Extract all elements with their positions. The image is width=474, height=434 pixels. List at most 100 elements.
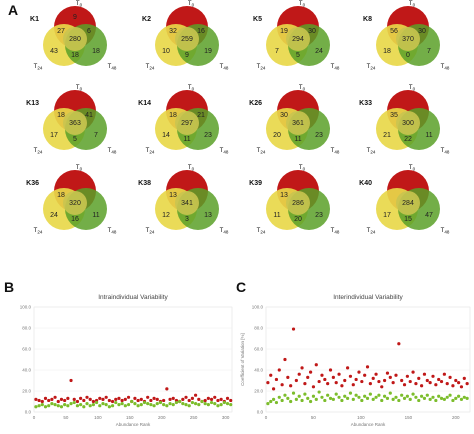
data-point: [434, 383, 438, 387]
data-point: [311, 394, 316, 398]
data-point: [34, 405, 38, 409]
data-point: [53, 403, 57, 407]
data-point: [225, 396, 230, 400]
data-point: [437, 377, 441, 382]
data-point: [283, 357, 287, 362]
venn-label-t24: T24: [146, 228, 155, 235]
plot-area: [265, 306, 471, 413]
venn-region-t0-t24: 30: [280, 112, 288, 119]
data-point: [72, 397, 76, 401]
data-point: [222, 400, 226, 405]
venn-label-t48: T48: [108, 148, 117, 155]
data-point: [155, 402, 159, 406]
series-red: [266, 327, 469, 391]
venn-region-t24-only: 14: [162, 132, 170, 139]
data-point: [219, 397, 223, 401]
data-point: [56, 404, 60, 408]
venn-label-t0: T0: [299, 1, 306, 8]
data-point: [104, 403, 108, 407]
data-point: [297, 372, 301, 376]
venn-region-t24-only: 7: [275, 48, 279, 55]
data-point: [47, 398, 51, 403]
data-point: [184, 395, 188, 399]
venn-region-t48-only: 7: [94, 132, 98, 139]
venn-region-t24-t48: 5: [296, 52, 300, 59]
x-tick-label: 100: [94, 415, 102, 420]
data-point: [107, 398, 111, 403]
data-point: [445, 395, 449, 399]
venn-sample-label: K1: [30, 16, 39, 23]
data-point: [117, 396, 121, 400]
data-point: [408, 397, 412, 401]
venn-region-t48-only: 11: [92, 212, 99, 219]
data-point: [411, 392, 415, 396]
data-point: [402, 396, 407, 400]
venn-region-t24-t48: 16: [71, 216, 79, 223]
venn-region-all: 280: [69, 36, 81, 43]
venn-label-t0: T0: [188, 1, 195, 8]
venn-center-overlap: [175, 191, 199, 215]
venn-sample-label: K14: [138, 100, 151, 107]
data-point: [377, 379, 381, 384]
data-point: [187, 398, 191, 403]
venn-center-overlap: [396, 111, 420, 135]
data-point: [351, 397, 355, 401]
data-point: [360, 379, 364, 384]
venn-region-t24-t48: 11: [294, 136, 301, 143]
data-point: [197, 397, 201, 401]
data-point: [152, 396, 156, 400]
venn-label-t0: T0: [409, 1, 416, 8]
data-point: [383, 378, 387, 383]
y-tick-label: 60.0: [22, 347, 31, 352]
venn-label-t0: T0: [299, 165, 306, 172]
data-point: [206, 396, 210, 400]
data-point: [53, 395, 57, 399]
data-point: [69, 402, 73, 406]
data-point: [190, 400, 194, 405]
data-point: [385, 371, 390, 375]
venn-diagram: K13 T0 T24 T48 18 41 363 17 7 5: [26, 85, 117, 155]
x-tick-label: 300: [222, 415, 230, 420]
data-point: [459, 397, 464, 401]
data-point: [63, 398, 67, 403]
venn-region-t48-only: 23: [315, 132, 323, 139]
data-point: [104, 395, 108, 399]
data-point: [394, 373, 398, 377]
data-point: [149, 398, 153, 403]
data-point: [66, 404, 70, 408]
venn-region-t0-t24: 13: [280, 192, 288, 199]
data-point: [348, 374, 353, 378]
venn-center-overlap: [63, 191, 87, 215]
data-point: [123, 404, 127, 408]
plot-area: [33, 306, 233, 413]
venn-center-overlap: [63, 27, 87, 51]
data-point: [328, 396, 333, 400]
data-point: [397, 342, 401, 346]
venn-center-overlap: [286, 111, 310, 135]
data-point: [465, 396, 469, 400]
data-point: [337, 395, 341, 399]
data-point: [63, 403, 67, 407]
venn-label-t48: T48: [331, 148, 340, 155]
venn-region-t24-only: 20: [273, 132, 281, 139]
data-point: [200, 399, 204, 404]
data-point: [274, 377, 279, 382]
data-point: [283, 393, 287, 397]
venn-label-t24: T24: [367, 148, 376, 155]
venn-region-t0-t24: 18: [57, 112, 65, 119]
data-point: [142, 400, 147, 405]
venn-region-t0-t48: 30: [308, 28, 316, 35]
data-point: [193, 393, 198, 397]
x-axis-label: Abundance Rank: [116, 422, 151, 427]
venn-region-t48-only: 19: [204, 48, 212, 55]
venn-region-t0-t24: 35: [390, 112, 398, 119]
venn-region-t0-t24: 18: [57, 192, 65, 199]
y-tick-label: 20.0: [22, 389, 31, 394]
venn-region-t24-only: 43: [50, 48, 58, 55]
data-point: [291, 327, 296, 331]
venn-label-t48: T48: [441, 148, 450, 155]
data-point: [79, 403, 83, 407]
venn-label-t24: T24: [257, 148, 266, 155]
venn-diagram: K26 T0 T24 T48 30 361 20 23 11: [249, 85, 340, 155]
venn-label-t24: T24: [146, 64, 155, 71]
